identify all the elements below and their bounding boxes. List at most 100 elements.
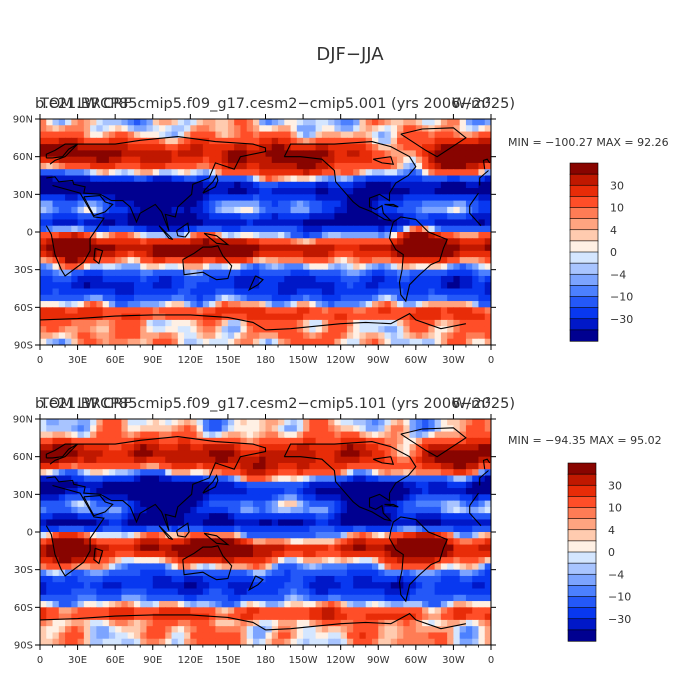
map-cell [359,513,367,521]
map-cell [77,294,85,302]
map-cell [90,288,97,296]
map-cell [83,588,91,596]
map-cell [397,238,404,246]
map-cell [409,131,417,139]
map-cell [459,456,467,464]
map-cell [428,257,436,264]
map-cell [96,481,104,489]
map-cell [234,538,242,546]
map-cell [472,444,480,451]
map-cell [453,506,461,514]
map-cell [397,456,404,464]
map-cell [440,169,448,177]
map-cell [83,131,91,139]
map-cell [309,244,317,252]
map-cell [384,475,392,483]
map-cell [196,588,204,596]
map-cell [234,269,242,277]
map-cell [58,601,66,608]
map-cell [108,469,116,477]
map-cell [328,462,335,470]
map-cell [184,444,191,451]
map-cell [303,162,310,170]
map-cell [290,169,298,177]
map-cell [209,244,216,252]
map-cell [77,162,85,170]
map-cell [177,601,185,608]
map-cell [165,607,173,615]
map-cell [246,156,254,164]
map-cell [428,437,436,445]
map-cell [353,232,361,239]
map-cell [321,269,329,277]
map-cell [190,156,198,164]
map-cell [472,156,480,164]
map-cell [397,119,404,126]
map-cell [390,544,398,552]
map-cell [371,557,379,564]
map-cell [353,607,361,615]
map-cell [240,294,248,302]
map-cell [353,525,361,533]
map-cell [459,532,467,539]
map-cell [472,469,480,477]
map-cell [465,575,473,583]
map-cell [209,338,216,345]
map-cell [397,607,404,615]
map-cell [440,456,448,464]
map-cell [415,188,423,195]
x-tick-label: 90W [367,355,390,366]
map-cell [58,238,66,246]
map-cell [83,213,91,221]
map-cell [133,200,141,208]
map-cell [71,307,79,315]
map-cell [472,150,480,158]
map-cell [152,225,160,233]
map-cell [465,532,473,539]
map-cell [334,494,342,502]
map-cell [303,326,310,334]
map-cell [359,444,367,451]
map-cell [140,250,148,258]
x-tick-label: 180 [256,355,275,366]
map-cell [96,588,104,596]
map-cell [284,125,292,133]
map-cell [171,150,179,158]
map-cell [209,525,216,533]
map-cell [65,194,72,202]
map-cell [146,569,154,577]
map-cell [83,225,91,233]
map-cell [428,419,436,426]
map-cell [190,419,198,426]
map-cell [346,450,354,458]
map-cell [434,550,442,558]
map-cell [234,550,242,558]
map-cell [184,125,191,133]
map-cell [296,131,304,139]
map-cell [215,525,223,533]
map-cell [447,275,455,283]
coastline [45,184,105,277]
map-cell [465,125,473,133]
map-cell [152,313,160,321]
map-cell [428,162,436,170]
map-cell [447,169,455,177]
map-cell [209,431,216,439]
map-cell [133,313,141,321]
map-cell [453,462,461,470]
map-cell [278,244,285,252]
map-cell [77,613,85,621]
map-cell [409,250,417,258]
map-cell [309,213,317,221]
map-cell [165,563,173,571]
map-cell [472,557,480,564]
map-cell [459,462,467,470]
map-cell [265,557,273,564]
map-cell [409,544,417,552]
map-cell [265,275,273,283]
map-cell [90,557,97,564]
map-cell [58,588,66,596]
map-cell [71,213,79,221]
colorbar-swatch [569,307,599,320]
map-cell [246,575,254,583]
